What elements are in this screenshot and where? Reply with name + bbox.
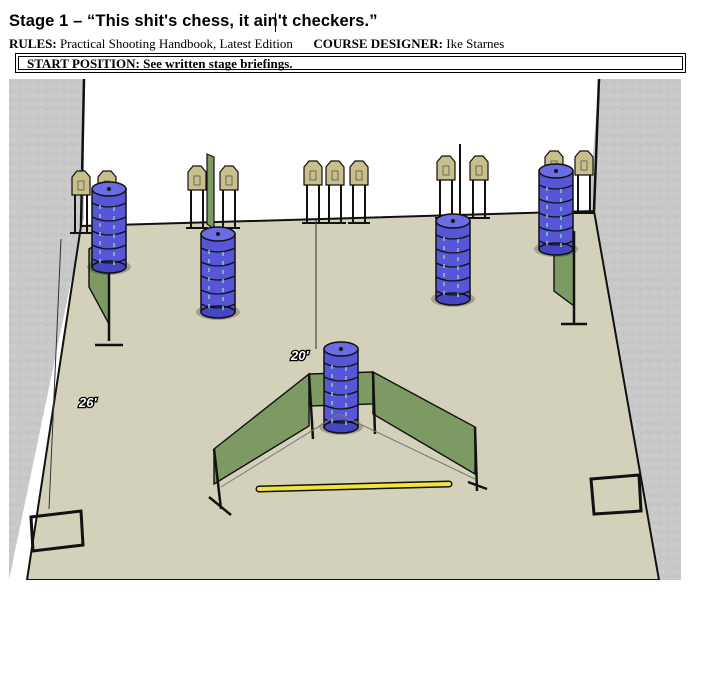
steel-drum-left [195, 226, 241, 321]
text-cursor [275, 13, 276, 32]
shooting-box-left [29, 509, 85, 553]
dimension-label-26: 26' [78, 395, 97, 410]
stage-title: Stage 1 – “This shit's chess, it ain't c… [9, 12, 378, 30]
steel-drum-center [318, 341, 364, 436]
rules-value: Practical Shooting Handbook, Latest Edit… [59, 36, 293, 51]
steel-drum-right [430, 213, 476, 308]
steel-drum-far-left [86, 181, 132, 276]
steel-drum-far-right [533, 163, 579, 258]
rules-line: RULES: Practical Shooting Handbook, Late… [9, 36, 504, 52]
dimension-label-20: 20' [290, 348, 309, 363]
left-wall [9, 79, 84, 580]
center-barrier [208, 341, 488, 516]
right-wall [589, 79, 681, 580]
target-array-right [434, 144, 491, 219]
dimension-line-26 [48, 238, 62, 510]
stage-diagram: 20' 26' [9, 79, 681, 580]
designer-value: Ike Starnes [446, 36, 505, 51]
shooting-box-right [589, 473, 643, 516]
start-position-text: START POSITION: See written stage briefi… [18, 56, 683, 71]
designer-label: COURSE DESIGNER: [313, 36, 443, 51]
start-position-box: START POSITION: See written stage briefi… [15, 53, 686, 73]
rules-label: RULES: [9, 36, 57, 51]
